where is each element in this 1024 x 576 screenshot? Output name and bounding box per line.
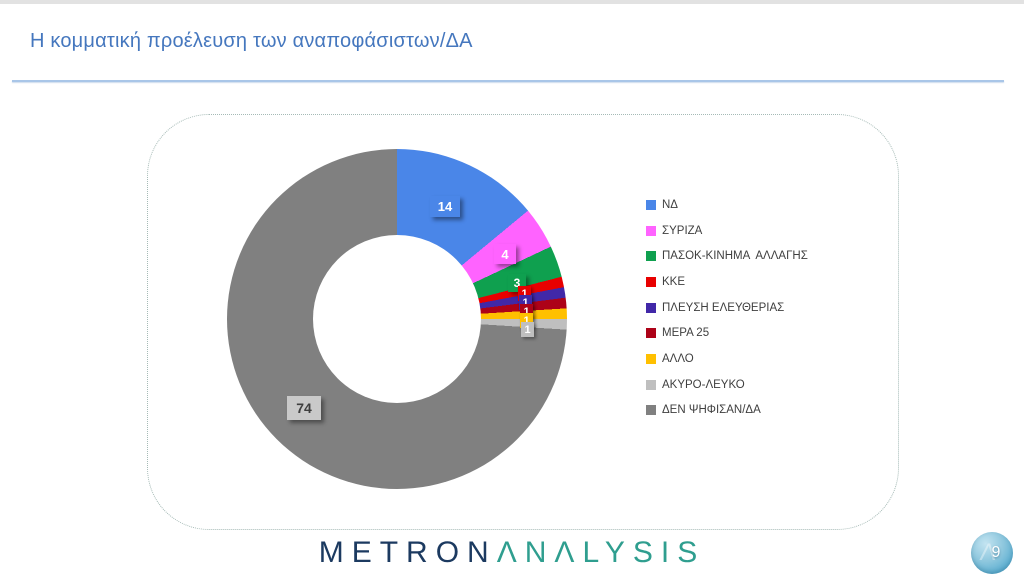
metron-analysis-logo: METRONΛNΛLYSIS [0,536,1024,570]
chart-legend: ΝΔ ΣΥΡΙΖΑ ΠΑΣΟΚ-ΚΙΝΗΜΑ ΑΛΛΑΓΗΣ ΚΚΕ ΠΛΕΥΣ… [646,192,808,423]
legend-item-kke: ΚΚΕ [646,269,808,295]
legend-swatch-allo [646,353,656,364]
legend-label: ΝΔ [662,198,678,211]
legend-label: ΑΛΛΟ [662,352,694,365]
legend-swatch-mera25 [646,328,656,339]
title-underline [12,80,1004,82]
legend-item-syriza: ΣΥΡΙΖΑ [646,218,808,244]
legend-label: ΜΕΡΑ 25 [662,327,710,340]
legend-label: ΚΚΕ [662,275,686,288]
legend-swatch-syriza [646,225,656,236]
page-number: 9 [991,544,1001,561]
legend-item-pasok: ΠΑΣΟΚ-ΚΙΝΗΜΑ ΑΛΛΑΓΗΣ [646,243,808,269]
legend-item-allo: ΑΛΛΟ [646,346,808,372]
legend-item-nd: ΝΔ [646,192,808,218]
legend-swatch-kke [646,276,656,287]
page-title: Η κομματική προέλευση των αναποφάσιστων/… [30,30,473,52]
page-number-badge: Λ 9 [971,532,1013,574]
data-label-nd: 14 [430,196,460,217]
legend-label: ΠΛΕΥΣΗ ΕΛΕΥΘΕΡΙΑΣ [662,301,785,314]
legend-label: ΠΑΣΟΚ-ΚΙΝΗΜΑ ΑΛΛΑΓΗΣ [662,250,808,263]
data-label-syriza: 4 [494,244,516,264]
legend-label: ΔΕΝ ΨΗΦΙΣΑΝ/ΔΑ [662,404,761,417]
legend-swatch-plefsi [646,302,656,313]
donut-hole [313,235,481,403]
legend-swatch-nd [646,199,656,210]
legend-swatch-pasok [646,251,656,262]
logo-analysis-text: ΛNΛLYSIS [496,536,706,569]
legend-label: ΣΥΡΙΖΑ [662,224,703,237]
legend-label: ΑΚΥΡΟ-ΛΕΥΚΟ [662,378,745,391]
chart-panel: 14 4 3 1 1 1 1 1 74 ΝΔ ΣΥΡΙΖΑ ΠΑΣΟΚ-ΚΙΝΗ… [147,114,899,530]
legend-item-den-psifisan: ΔΕΝ ΨΗΦΙΣΑΝ/ΔΑ [646,398,808,424]
legend-item-plefsi: ΠΛΕΥΣΗ ΕΛΕΥΘΕΡΙΑΣ [646,295,808,321]
legend-item-mera25: ΜΕΡΑ 25 [646,320,808,346]
legend-swatch-den-psifisan [646,405,656,416]
donut-chart: 14 4 3 1 1 1 1 1 74 [227,149,567,489]
slide-top-edge [0,0,1024,4]
data-label-akyro: 1 [521,322,534,337]
legend-item-akyro: ΑΚΥΡΟ-ΛΕΥΚΟ [646,372,808,398]
data-label-den-psifisan: 74 [287,396,321,420]
logo-metron-text: METRON [318,536,497,569]
legend-swatch-akyro [646,379,656,390]
